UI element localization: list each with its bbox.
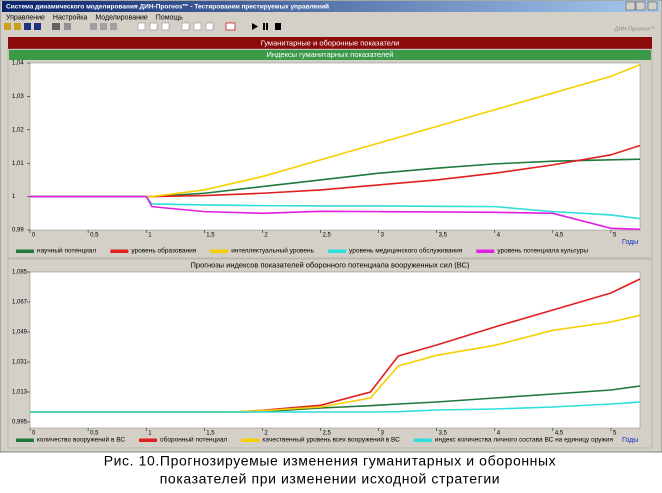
tool-icon[interactable] bbox=[181, 22, 190, 31]
legend-swatch bbox=[139, 438, 158, 442]
x-tick-label: 0,5 bbox=[90, 233, 99, 239]
y-tick-label: 1,01 bbox=[12, 161, 24, 167]
x-tick-label: 1 bbox=[148, 233, 152, 239]
tool-icon[interactable] bbox=[52, 23, 60, 30]
x-tick-label: 5 bbox=[613, 233, 617, 239]
chart-title-bar bbox=[9, 50, 651, 60]
legend-label: научный потенциал bbox=[37, 247, 97, 255]
window-buttons[interactable] bbox=[625, 1, 658, 11]
caption-line: показателей при изменении исходной страт… bbox=[160, 471, 500, 487]
menu-item[interactable]: Управление bbox=[6, 14, 45, 21]
maximize-button[interactable] bbox=[635, 1, 646, 11]
tool-icon[interactable] bbox=[137, 22, 146, 31]
minimize-button[interactable] bbox=[625, 1, 636, 11]
series-line bbox=[30, 195, 641, 231]
legend-swatch bbox=[413, 438, 432, 442]
x-tick-label: 1,5 bbox=[206, 431, 215, 437]
tool-icon[interactable] bbox=[149, 22, 158, 31]
x-axis-label: Годы bbox=[622, 437, 638, 444]
toolbar bbox=[4, 22, 281, 31]
close-button[interactable] bbox=[647, 1, 658, 11]
x-tick-label: 3 bbox=[381, 431, 385, 437]
x-tick-label: 4,5 bbox=[555, 431, 564, 437]
chart-title: Индексы гуманитарных показателей bbox=[266, 50, 393, 59]
y-tick-label: 0,99 bbox=[12, 228, 24, 234]
tool-icon[interactable] bbox=[90, 23, 97, 30]
y-tick-label: 0,995 bbox=[12, 420, 28, 426]
stop-button[interactable] bbox=[275, 23, 281, 30]
x-axis-label: Годы bbox=[622, 239, 638, 246]
legend-label: уровень потенциала культуры bbox=[497, 248, 588, 255]
legend-label: качественный уровень всех вооружений в В… bbox=[262, 436, 400, 444]
y-tick-label: 1,049 bbox=[12, 330, 28, 336]
x-tick-label: 3 bbox=[381, 233, 385, 239]
menu-item[interactable]: Моделирование bbox=[95, 14, 147, 21]
title-bar bbox=[2, 1, 660, 12]
x-tick-label: 3,5 bbox=[439, 431, 448, 437]
legend-label: уровень медицинского обслуживания bbox=[349, 247, 463, 255]
legend-swatch bbox=[16, 438, 34, 442]
y-tick-label: 1,02 bbox=[12, 127, 24, 133]
y-tick-label: 1,067 bbox=[12, 300, 28, 306]
tool-icon[interactable] bbox=[161, 22, 170, 31]
caption-line: Рис. 10.Прогнозируемые изменения гуманит… bbox=[104, 453, 557, 469]
banner-title: Гуманитарные и оборонные показатели bbox=[261, 38, 400, 47]
x-tick-label: 0 bbox=[32, 431, 36, 437]
y-tick-label: 1,04 bbox=[12, 61, 24, 67]
x-tick-label: 4 bbox=[497, 233, 501, 239]
y-tick-label: 1,013 bbox=[12, 390, 28, 396]
tool-icon[interactable] bbox=[4, 23, 11, 30]
tool-icon[interactable] bbox=[225, 22, 236, 31]
x-tick-label: 4,5 bbox=[555, 233, 564, 239]
legend-swatch bbox=[110, 249, 129, 253]
tool-icon[interactable] bbox=[110, 23, 117, 30]
legend-label: оборонный потенциал bbox=[160, 436, 228, 444]
pause-button[interactable] bbox=[266, 23, 268, 30]
legend-swatch bbox=[476, 249, 495, 253]
legend-swatch bbox=[241, 438, 260, 442]
x-tick-label: 2,5 bbox=[322, 431, 331, 437]
x-tick-label: 2,5 bbox=[322, 233, 331, 239]
x-tick-label: 0,5 bbox=[90, 431, 99, 437]
menu-item[interactable]: Помощь bbox=[156, 14, 183, 21]
legend-label: количество вооружений в ВС bbox=[37, 436, 125, 444]
x-tick-label: 1 bbox=[148, 431, 152, 437]
x-tick-label: 3,5 bbox=[439, 233, 448, 239]
menu-item[interactable]: Настройка bbox=[53, 13, 88, 21]
y-tick-label: 1,085 bbox=[12, 270, 28, 276]
legend-label: интеллектуальный уровень bbox=[231, 247, 314, 255]
legend-swatch bbox=[16, 249, 34, 253]
y-tick-label: 1,03 bbox=[12, 94, 24, 100]
brand: ДИН-Прогноз™ bbox=[613, 26, 655, 32]
tool-icon[interactable] bbox=[64, 23, 71, 30]
x-tick-label: 1,5 bbox=[206, 233, 215, 239]
legend-swatch bbox=[328, 249, 347, 253]
x-tick-label: 5 bbox=[613, 431, 617, 437]
plot-area bbox=[29, 62, 641, 231]
tool-icon[interactable] bbox=[100, 23, 107, 30]
banner bbox=[8, 37, 652, 49]
legend-swatch bbox=[210, 249, 229, 253]
tool-icon[interactable] bbox=[14, 23, 21, 30]
chart-title-bar bbox=[9, 260, 651, 271]
play-button[interactable] bbox=[252, 23, 258, 30]
series-line bbox=[30, 401, 641, 413]
tool-icon[interactable] bbox=[24, 23, 31, 30]
window-title: Система динамического моделирования ДИН-… bbox=[6, 3, 329, 11]
x-tick-label: 2 bbox=[264, 233, 268, 239]
x-tick-label: 4 bbox=[497, 431, 501, 437]
y-tick-label: 1 bbox=[12, 194, 16, 200]
pause-button[interactable] bbox=[263, 23, 265, 30]
tool-icon[interactable] bbox=[193, 22, 202, 31]
y-tick-label: 1,031 bbox=[12, 360, 28, 366]
legend-label: индекс количества личного состава ВС на … bbox=[435, 437, 614, 444]
chart-title: Прогнозы индексов показателей оборонного… bbox=[191, 260, 470, 269]
x-tick-label: 2 bbox=[264, 431, 268, 437]
tool-icon[interactable] bbox=[205, 22, 214, 31]
tool-icon[interactable] bbox=[34, 23, 41, 30]
legend-label: уровень образования bbox=[131, 247, 196, 255]
x-tick-label: 0 bbox=[32, 233, 36, 239]
